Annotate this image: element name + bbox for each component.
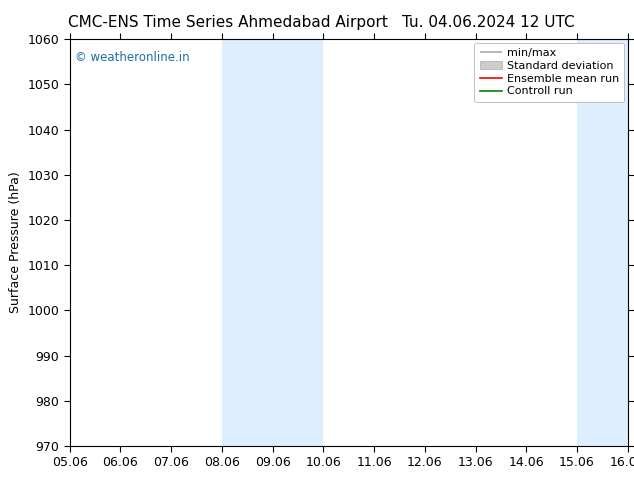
Bar — [577, 39, 628, 446]
Y-axis label: Surface Pressure (hPa): Surface Pressure (hPa) — [9, 172, 22, 314]
Text: © weatheronline.in: © weatheronline.in — [75, 51, 190, 64]
Text: Tu. 04.06.2024 12 UTC: Tu. 04.06.2024 12 UTC — [402, 15, 574, 30]
Text: CMC-ENS Time Series Ahmedabad Airport: CMC-ENS Time Series Ahmedabad Airport — [68, 15, 388, 30]
Bar — [273, 39, 323, 446]
Bar — [222, 39, 273, 446]
Legend: min/max, Standard deviation, Ensemble mean run, Controll run: min/max, Standard deviation, Ensemble me… — [474, 43, 624, 102]
